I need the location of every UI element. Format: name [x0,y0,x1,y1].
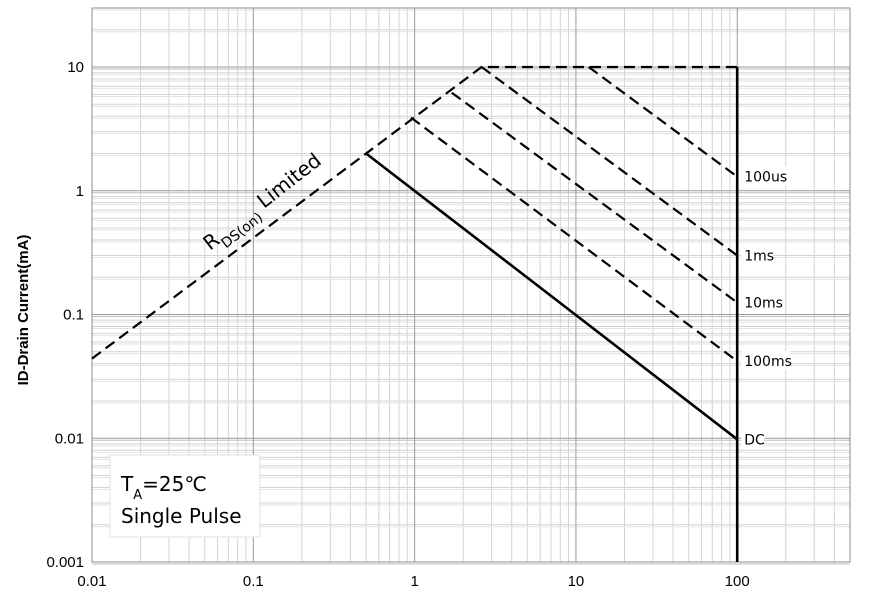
series-lines [91,65,739,562]
single-pulse-label: Single Pulse [121,504,242,528]
series-label-bg [741,245,774,265]
ta-subscript: A [133,488,142,503]
y-axis-label: ID-Drain Current(mA) [15,235,32,386]
series-label-10ms: 10ms [744,296,783,312]
limit-line [91,65,738,360]
ta-tail: =25℃ [142,472,207,496]
y-tick-label: 0.001 [46,554,84,571]
series-labels: 100us 1ms 10ms 100ms DC [741,166,792,449]
legend-box [109,454,261,538]
x-tick-label: 10 [568,573,585,590]
series-label-100us: 100us [744,170,787,186]
minor-grid [92,7,851,565]
series-label-bg [741,292,782,312]
ambient-temp-label: TA=25℃ [120,472,207,503]
x-tick-label: 1 [410,573,418,590]
series-line-1ms [480,66,738,257]
x-tick-label: 0.1 [243,573,264,590]
rds-limited-label: RDS(on) Limited [198,148,330,260]
ta-main: T [120,472,134,496]
y-tick-label: 0.01 [55,430,84,447]
series-label-100ms: 100ms [744,354,792,370]
tick-labels: 0.01 0.1 1 10 100 0.001 0.01 0.1 1 10 [46,59,749,590]
x-tick-label: 0.01 [77,573,106,590]
rds-tail: Limited [247,148,326,217]
x-tick-label: 100 [725,573,750,590]
series-label-bg [741,429,765,449]
y-tick-label: 1 [76,183,84,200]
y-tick-label: 10 [67,59,84,76]
series-label-bg [741,166,791,186]
series-label-1ms: 1ms [744,248,774,264]
series-line-100us [588,66,738,178]
series-label-dc: DC [744,432,765,448]
y-tick-label: 0.1 [63,307,84,324]
series-line-dc [365,152,738,441]
series-label-bg [741,351,791,371]
series-line-10ms [451,91,738,304]
plot-frame [91,7,851,563]
